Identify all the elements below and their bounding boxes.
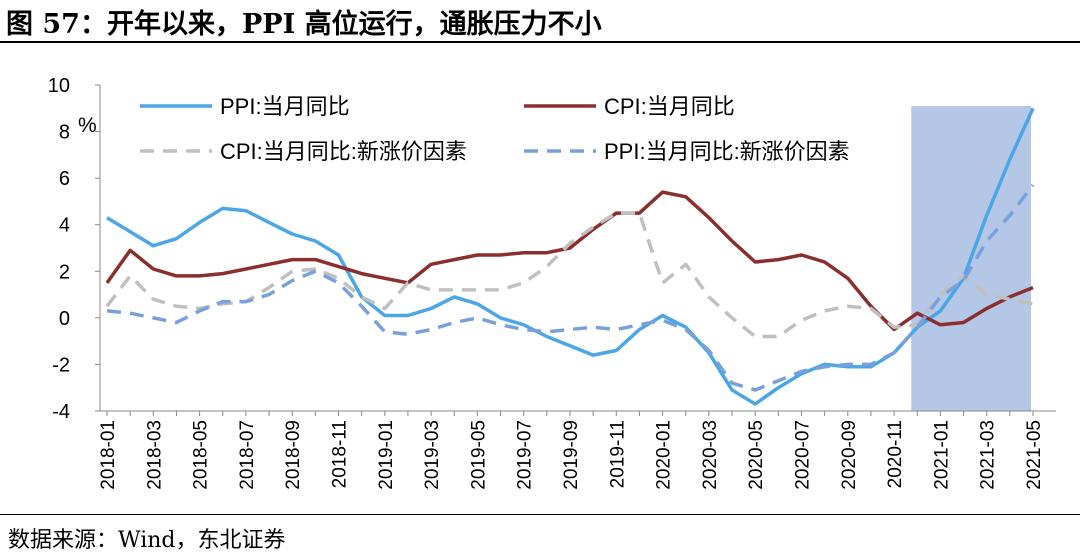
y-tick-label: -4 (52, 401, 70, 423)
legend: PPI:当月同比 CPI:当月同比 CPI:当月同比:新涨价因素 PPI:当月同比:新… (140, 94, 850, 164)
y-unit-label: % (78, 114, 97, 137)
x-tick-label: 2019-07 (515, 420, 536, 490)
x-tick-label: 2018-03 (144, 420, 165, 490)
x-tick-label: 2020-05 (746, 420, 767, 490)
x-tick-label: 2020-03 (700, 420, 721, 490)
y-tick-label: 10 (48, 75, 70, 97)
x-tick-label: 2019-09 (561, 420, 582, 490)
legend-label-1: PPI:当月同比 (220, 94, 350, 119)
x-tick-label: 2021-03 (978, 420, 999, 490)
y-tick-label: 4 (59, 215, 70, 237)
x-tick-label: 2018-05 (191, 420, 212, 490)
x-tick-label: 2019-01 (376, 420, 397, 490)
x-tick-label: 2021-05 (1024, 420, 1045, 490)
y-tick-label: 2 (59, 261, 70, 283)
data-source: 数据来源：Wind，东北证券 (8, 528, 286, 553)
y-tick-label: 6 (59, 168, 70, 190)
bottom-rule (0, 514, 1080, 515)
x-tick-label: 2018-09 (283, 420, 304, 490)
y-tick-label: 0 (59, 308, 70, 330)
legend-label-4: PPI:当月同比:新涨价因素 (604, 139, 850, 164)
series-line-2 (105, 190, 1034, 332)
x-tick-label: 2018-07 (237, 420, 258, 490)
x-tick-label: 2018-01 (98, 420, 119, 490)
legend-label-3: CPI:当月同比:新涨价因素 (220, 139, 467, 164)
series-line-1 (106, 107, 1035, 406)
x-tick-label: 2018-11 (330, 420, 351, 488)
x-tick-label: 2020-09 (839, 420, 860, 490)
x-tick-label: 2019-05 (468, 420, 489, 490)
line-chart: -4 -2 0 2 4 6 8 10 2018-01 2018-03 2018-05 2018-07 2… (48, 75, 1056, 490)
x-tick-label: 2021-01 (931, 420, 952, 490)
series-line-3 (105, 211, 1034, 339)
legend-label-2: CPI:当月同比 (604, 94, 735, 119)
series-layer (105, 107, 1035, 406)
x-tick-label: 2019-03 (422, 420, 443, 490)
series-line-4 (106, 184, 1035, 392)
x-tick-label: 2020-11 (885, 420, 906, 488)
chart-title: 图 57：开年以来，PPI 高位运行，通胀压力不小 (6, 9, 602, 40)
y-tick-label: 8 (59, 122, 70, 144)
axes-layer: -4 -2 0 2 4 6 8 10 2018-01 2018-03 2018-05 2018-07 2… (48, 75, 1056, 490)
x-tick-label: 2020-01 (654, 420, 675, 490)
title-rule (0, 41, 1080, 43)
y-tick-label: -2 (52, 354, 70, 376)
x-tick-label: 2019-11 (607, 420, 628, 488)
x-tick-label: 2020-07 (793, 420, 814, 490)
